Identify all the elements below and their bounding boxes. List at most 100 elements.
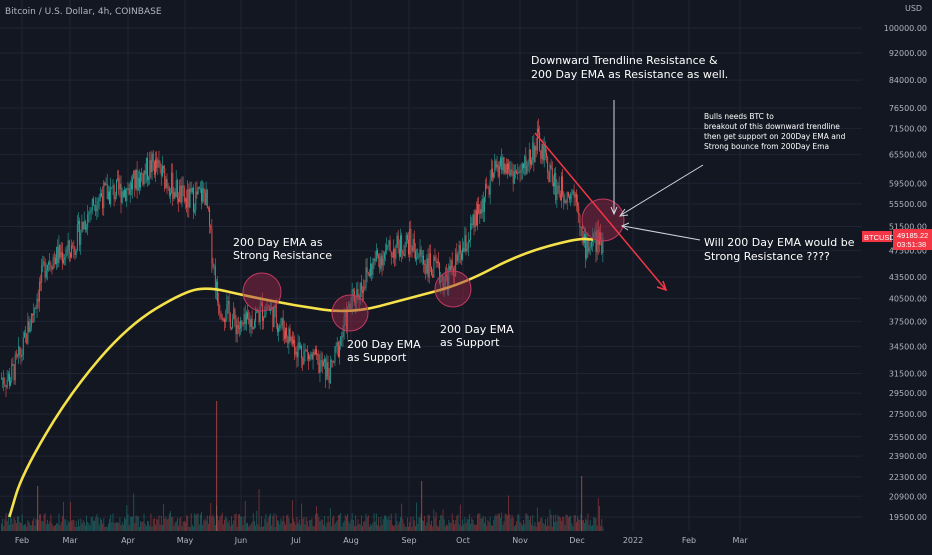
- candle-body: [19, 346, 21, 355]
- candle-body: [25, 332, 27, 334]
- x-tick-label: Nov: [512, 536, 528, 545]
- candle-body: [5, 385, 7, 388]
- highlight-circle-resistance: [242, 272, 282, 312]
- volume-bar: [201, 511, 202, 531]
- candle-body: [120, 183, 122, 203]
- volume-bar: [321, 519, 323, 531]
- volume-bar: [117, 522, 119, 531]
- candle-body: [167, 187, 169, 189]
- candle-body: [474, 210, 476, 228]
- candle-body: [388, 240, 390, 246]
- y-tick-label: 20900.00: [889, 492, 927, 501]
- volume-bar: [377, 525, 378, 531]
- volume-bar: [82, 520, 84, 531]
- candle-body: [509, 169, 511, 176]
- candle-body: [86, 228, 87, 230]
- x-tick-label: Mar: [62, 536, 78, 545]
- volume-bar: [95, 517, 97, 531]
- volume-bar: [525, 513, 527, 531]
- volume-bar: [564, 524, 566, 531]
- candle-body: [346, 311, 347, 330]
- candle-body: [44, 262, 46, 278]
- volume-bar: [332, 517, 334, 531]
- candle-body: [541, 144, 543, 159]
- volume-bar: [190, 513, 192, 531]
- volume-bar: [219, 517, 221, 531]
- volume-bar: [240, 516, 242, 531]
- candle-body: [82, 221, 84, 230]
- volume-bar: [573, 515, 575, 531]
- annotation-line: as Support: [440, 336, 500, 349]
- volume-bar: [9, 524, 10, 531]
- volume-bar: [86, 515, 87, 531]
- candle-body: [222, 319, 224, 321]
- volume-bar: [472, 519, 474, 531]
- highlight-circle-support-sep: [434, 270, 472, 308]
- volume-bar: [250, 524, 252, 531]
- volume-bar: [599, 506, 600, 531]
- candle-body: [136, 169, 138, 191]
- current-price-tag: BTCUSD 49185.22 03:51:38: [862, 229, 932, 250]
- candle-body: [74, 251, 76, 255]
- volume-bar: [370, 524, 372, 531]
- candle-body: [500, 157, 501, 166]
- volume-bar: [254, 521, 255, 531]
- candle-body: [343, 316, 345, 332]
- volume-bar: [535, 526, 537, 531]
- volume-bar: [274, 526, 276, 531]
- candle-body: [17, 354, 18, 356]
- current-price-bg: [893, 229, 932, 250]
- volume-bar: [444, 526, 446, 531]
- volume-bar: [73, 520, 75, 531]
- time-axis[interactable]: Feb Mar Apr May Jun Jul Aug Sep Oct Nov Dec 2022 Feb…: [15, 536, 748, 545]
- candle-body: [416, 257, 418, 260]
- volume-bar: [401, 503, 403, 531]
- volume-bar: [415, 526, 416, 531]
- candle-body: [171, 172, 173, 193]
- volume-bar: [120, 525, 122, 531]
- volume-bar: [281, 520, 283, 531]
- annotation-line: breakout of this downward trendline: [704, 122, 840, 131]
- candle-body: [94, 205, 96, 207]
- candle-body: [282, 318, 284, 331]
- volume-bar: [462, 519, 464, 531]
- volume-bar: [365, 513, 367, 531]
- candle-body: [536, 128, 538, 151]
- candle-body: [64, 257, 66, 260]
- price-axis[interactable]: USD 100000.00 92000.00 84000.00 76500.00 715…: [884, 4, 927, 522]
- candle-body: [530, 149, 531, 165]
- volume-bar: [326, 522, 328, 531]
- candle-body: [43, 261, 45, 263]
- candle-body: [193, 187, 194, 212]
- candle-body: [397, 235, 399, 249]
- volume-bar: [337, 515, 339, 531]
- volume-bar: [459, 504, 461, 531]
- volume-bar: [334, 524, 336, 531]
- candle-body: [349, 303, 351, 310]
- current-price-value: 49185.22: [897, 231, 928, 240]
- volume-bar: [233, 520, 235, 531]
- ema-200-line: [8, 237, 594, 518]
- candle-body: [143, 170, 145, 185]
- candle-body: [496, 164, 498, 168]
- candle-body: [226, 303, 228, 320]
- volume-bar: [264, 518, 266, 531]
- candle-body: [507, 163, 508, 174]
- volume-spike: [421, 481, 423, 531]
- volume-bar: [492, 526, 493, 531]
- grid-lines: [0, 0, 862, 531]
- candle-body: [179, 185, 181, 202]
- volume-bar: [341, 526, 343, 531]
- candle-body: [150, 160, 152, 173]
- volume-bar: [302, 518, 304, 531]
- volume-bar: [518, 514, 520, 531]
- volume-bar: [205, 520, 207, 531]
- x-tick-label: Feb: [682, 536, 696, 545]
- candle-body: [486, 184, 488, 187]
- volume-bar: [490, 524, 492, 531]
- volume-bar: [21, 514, 23, 531]
- candle-body: [125, 189, 127, 201]
- candle-body: [563, 195, 565, 203]
